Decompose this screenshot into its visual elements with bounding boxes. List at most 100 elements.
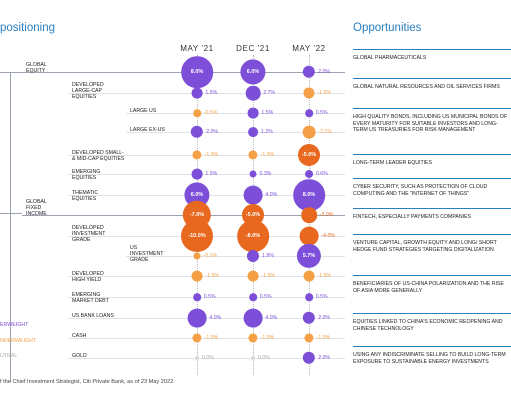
- allocation-value: 0.5%: [315, 294, 328, 300]
- allocation-value: 4.0%: [265, 192, 278, 198]
- row-label: LARGE US: [130, 108, 157, 114]
- row-divider: [68, 318, 345, 319]
- allocation-bubble: [243, 308, 263, 328]
- opportunity-divider: [353, 154, 511, 155]
- allocation-bubble: [192, 150, 202, 160]
- row-label: GLOBAL EQUITY: [26, 62, 47, 74]
- row-divider: [126, 256, 345, 257]
- opportunity-divider: [353, 234, 511, 235]
- opportunity-divider: [353, 178, 511, 179]
- equity-bracket: [0, 72, 22, 73]
- allocation-value: 0.5%: [203, 294, 216, 300]
- allocation-value: -1.5%: [261, 273, 275, 279]
- allocation-value: 2.0%: [206, 129, 219, 135]
- allocation-value: -5.0%: [245, 212, 261, 218]
- allocation-value: 2.0%: [318, 355, 331, 361]
- allocation-value: 1.5%: [261, 110, 274, 116]
- row-label: GOLD: [72, 353, 87, 359]
- row-label: DEVELOPED LARGE-CAP EQUITIES: [72, 82, 104, 100]
- allocation-bubble: [191, 168, 203, 180]
- allocation-value: 1.5%: [205, 90, 218, 96]
- allocation-bubble: [248, 333, 258, 343]
- allocation-bubble: [247, 107, 259, 119]
- allocation-value: 5.7%: [302, 253, 316, 259]
- opportunity-divider: [353, 346, 511, 347]
- allocation-value: -1.5%: [317, 273, 331, 279]
- allocation-value: 4.0%: [209, 315, 222, 321]
- allocation-bubble: [237, 220, 269, 252]
- row-label: DEVELOPED HIGH YIELD: [72, 271, 104, 283]
- allocation-value: -1.0%: [204, 152, 219, 158]
- allocation-bubble: [305, 293, 313, 301]
- allocation-value: -1.5%: [205, 273, 219, 279]
- allocation-value: 8.0%: [302, 192, 316, 198]
- allocation-bubble: [243, 185, 263, 205]
- allocation-bubble: [249, 170, 257, 178]
- tree-bracket: [10, 72, 11, 382]
- allocation-value: -4.0%: [321, 233, 335, 239]
- row-label: THEMATIC EQUITIES: [72, 190, 99, 202]
- fixed-income-bracket: [0, 213, 22, 214]
- allocation-value: 0.5%: [315, 110, 328, 116]
- allocation-bubble: [181, 220, 213, 252]
- allocation-bubble: [249, 293, 257, 301]
- allocation-bubble: [191, 87, 203, 99]
- row-divider: [68, 276, 345, 277]
- row-divider: [126, 132, 345, 133]
- allocation-bubble: [303, 87, 315, 99]
- allocation-bubble: [192, 333, 202, 343]
- column-header-may-21: MAY '21: [180, 44, 214, 53]
- row-label: DEVELOPED SMALL- & MID-CAP EQUITIES: [72, 150, 125, 162]
- allocation-bubble: [302, 65, 316, 79]
- allocation-bubble: [298, 144, 320, 166]
- row-label: GLOBAL FIXED INCOME: [26, 199, 47, 217]
- allocation-bubble: [190, 125, 204, 139]
- row-divider: [68, 155, 345, 156]
- allocation-bubble: [248, 127, 258, 137]
- allocation-bubble: [247, 270, 259, 282]
- allocation-value: 6.0%: [246, 69, 260, 75]
- allocation-bubble: [181, 56, 213, 88]
- allocation-bubble: [191, 270, 203, 282]
- opportunity-divider: [353, 275, 511, 276]
- row-label: EMERGING EQUITIES: [72, 169, 101, 181]
- allocation-bubble: [187, 308, 207, 328]
- allocation-value: -3.0%: [319, 212, 334, 218]
- opportunity-divider: [353, 49, 511, 50]
- row-label: DEVELOPED INVESTMENT GRADE: [72, 225, 106, 243]
- opportunity-item: BENEFICIARIES OF US-CHINA POLARIZATION A…: [353, 281, 504, 294]
- allocation-value: -2.1%: [318, 129, 332, 135]
- allocation-value: 1.2%: [260, 129, 273, 135]
- allocation-value: -1.0%: [260, 335, 275, 341]
- row-divider: [68, 358, 345, 359]
- column-header-dec-21: DEC '21: [236, 44, 270, 53]
- allocation-bubble: [304, 333, 314, 343]
- row-divider: [68, 93, 345, 94]
- allocation-bubble: [302, 311, 316, 325]
- allocation-bubble: [299, 226, 319, 246]
- opportunity-item: HIGH QUALITY BONDS, INCLUDING US MUNICIP…: [353, 114, 508, 133]
- opportunity-item: CYBER SECURITY, SUCH AS PROTECTION OF CL…: [353, 184, 488, 197]
- allocation-value: -8.0%: [245, 233, 261, 239]
- opportunity-item: LONG-TERM LEADER EQUITIES: [353, 160, 432, 166]
- column-header-may-22: MAY '22: [292, 44, 326, 53]
- allocation-bubble: [240, 59, 266, 85]
- row-divider: [68, 338, 345, 339]
- allocation-value: -7.0%: [189, 212, 205, 218]
- allocation-bubble: [193, 252, 201, 260]
- opportunity-item: USING ANY INDISCRIMINATE SELLING TO BUIL…: [353, 352, 506, 365]
- positioning-title: positioning: [0, 22, 55, 34]
- allocation-value: 1.5%: [205, 171, 218, 177]
- allocation-value: 8.0%: [190, 69, 204, 75]
- allocation-bubble: [305, 109, 313, 117]
- allocation-value: 4.0%: [265, 315, 278, 321]
- allocation-value: 2.0%: [318, 69, 331, 75]
- row-label: US BANK LOANS: [72, 313, 114, 319]
- allocation-value: -0.1%: [203, 253, 218, 259]
- opportunity-item: EQUITIES LINKED TO CHINA'S ECONOMIC REOP…: [353, 319, 503, 332]
- allocation-bubble: [246, 249, 260, 263]
- allocation-bubble: [193, 109, 201, 117]
- row-divider: [126, 113, 345, 114]
- allocation-bubble: [302, 125, 316, 139]
- opportunity-item: FINTECH, ESPECIALLY PAYMENTS COMPANIES: [353, 214, 471, 220]
